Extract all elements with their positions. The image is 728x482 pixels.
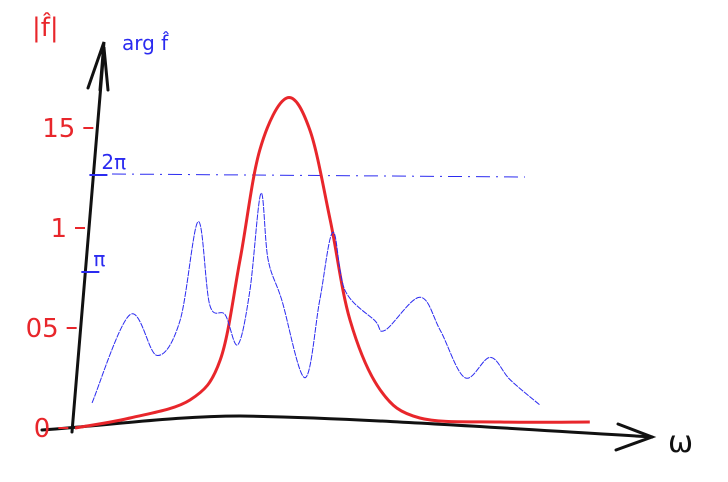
axes bbox=[40, 41, 657, 452]
magnitude-axis-label: |f̂| bbox=[32, 11, 59, 43]
y-axis-arrow bbox=[86, 41, 110, 92]
phase-axis-label: arg f̂ bbox=[122, 31, 169, 55]
phase-series-line bbox=[91, 192, 541, 406]
magnitude-tick-label: 05 bbox=[26, 314, 59, 344]
magnitude-series-line bbox=[74, 96, 590, 430]
x-axis-arrow bbox=[614, 422, 657, 452]
magnitude-tick-label: 15 bbox=[42, 114, 75, 144]
phase-tick-label: π bbox=[93, 247, 105, 271]
magnitude-tick-label: 1 bbox=[50, 214, 67, 244]
phase-tick-label: 2π bbox=[101, 150, 126, 174]
x-axis-label: ω bbox=[668, 425, 693, 460]
magnitude-tick-label: 0 bbox=[34, 414, 51, 444]
two-pi-dashed-line bbox=[111, 173, 526, 178]
y-axis bbox=[70, 46, 106, 434]
x-axis bbox=[40, 414, 654, 439]
